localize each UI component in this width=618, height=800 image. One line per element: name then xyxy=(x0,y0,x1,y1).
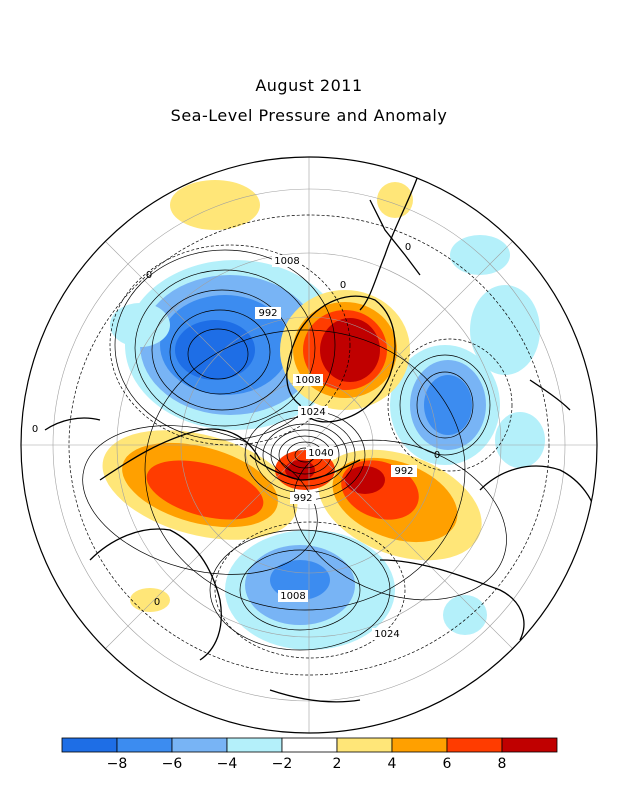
contour-label: 992 xyxy=(293,493,312,504)
contour-label: 1040 xyxy=(308,448,333,459)
contour-label: 1024 xyxy=(300,407,325,418)
colorbar-swatch xyxy=(501,737,558,753)
colorbar-tick-label: −6 xyxy=(162,756,183,772)
graticule xyxy=(21,157,597,733)
contour-labels: 1008 992 1008 1024 1040 992 992 1008 102… xyxy=(32,242,440,640)
colorbar-tick-label: −4 xyxy=(217,756,238,772)
map-subtitle: Sea-Level Pressure and Anomaly xyxy=(170,106,448,125)
contour-label: 0 xyxy=(340,280,346,291)
contour-label: 0 xyxy=(154,597,160,608)
contour-label: 0 xyxy=(434,450,440,461)
contour-label: 1008 xyxy=(280,591,305,602)
colorbar-tick-label: 2 xyxy=(333,756,342,772)
colorbar-swatch xyxy=(116,737,173,753)
map-boundary xyxy=(20,156,598,734)
colorbar-swatch xyxy=(226,737,283,753)
anomaly-shading xyxy=(102,180,545,650)
contour-label: 992 xyxy=(394,466,413,477)
colorbar-tick-label: 4 xyxy=(388,756,397,772)
colorbar-tick-label: −8 xyxy=(107,756,128,772)
contour-label: 0 xyxy=(405,242,411,253)
colorbar-tick-label: 6 xyxy=(443,756,452,772)
colorbar-swatch xyxy=(446,737,503,753)
contour-label: 1008 xyxy=(295,375,320,386)
colorbar-swatch xyxy=(61,737,118,753)
contour-label: 1008 xyxy=(274,256,299,267)
colorbar-swatch xyxy=(336,737,393,753)
contour-label: 992 xyxy=(258,308,277,319)
colorbar-tick-label: −2 xyxy=(272,756,293,772)
colorbar-swatch xyxy=(281,737,338,753)
anomaly-zero-contours xyxy=(68,214,550,676)
colorbar-swatch xyxy=(391,737,448,753)
contour-label: 1024 xyxy=(374,629,399,640)
colorbar-swatch xyxy=(171,737,228,753)
contour-label: 0 xyxy=(32,424,38,435)
map-title: August 2011 xyxy=(255,76,363,95)
colorbar-tick-label: 8 xyxy=(498,756,507,772)
contour-label: 0 xyxy=(146,270,152,281)
